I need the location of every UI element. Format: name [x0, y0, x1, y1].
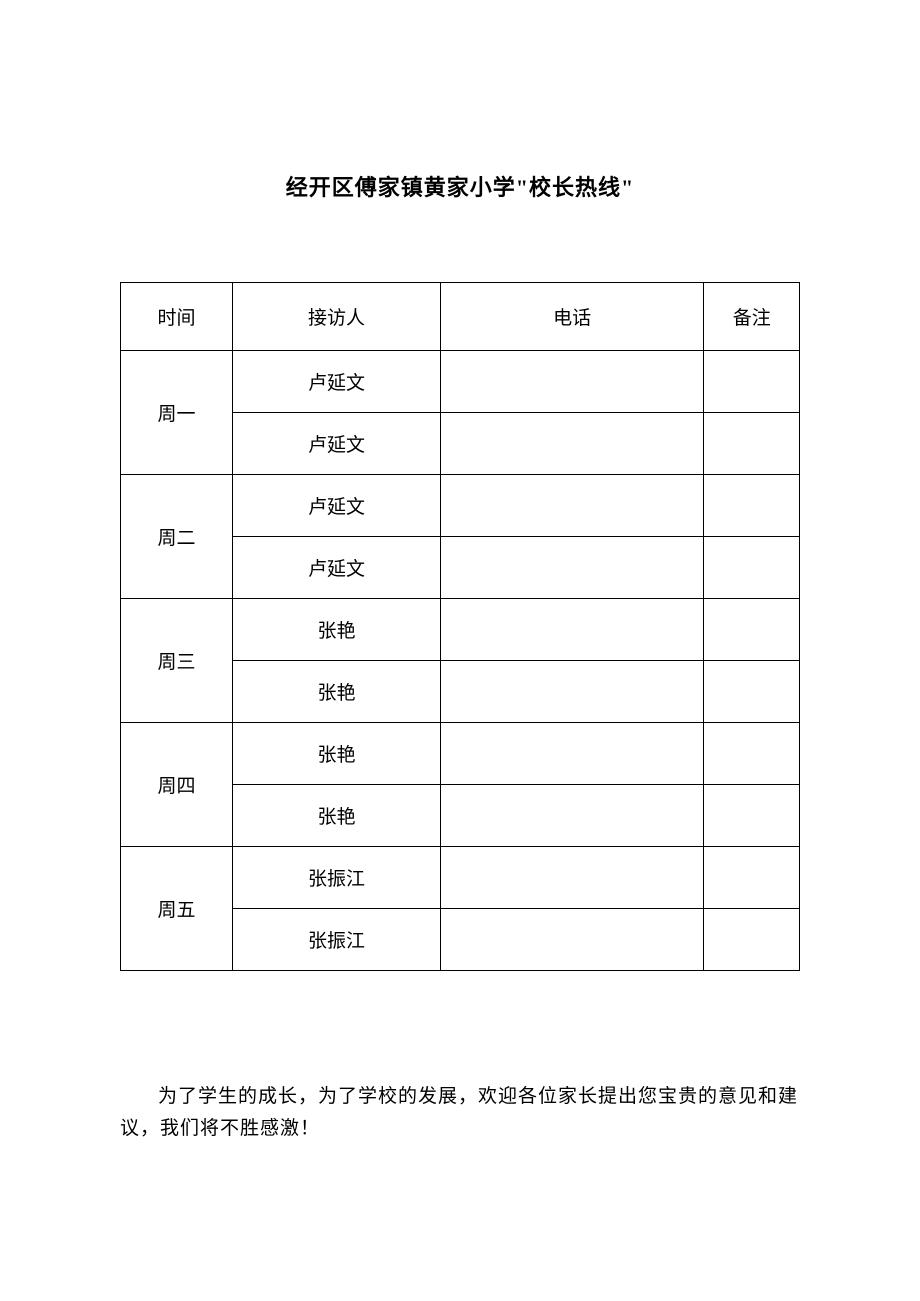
cell-phone	[440, 475, 704, 537]
table-row: 周一 卢延文	[121, 351, 800, 413]
table-row: 周二 卢延文	[121, 475, 800, 537]
cell-note	[704, 847, 800, 909]
cell-name: 卢延文	[233, 413, 441, 475]
cell-day: 周一	[121, 351, 233, 475]
table-header-row: 时间 接访人 电话 备注	[121, 283, 800, 351]
cell-phone	[440, 537, 704, 599]
cell-phone	[440, 351, 704, 413]
cell-name: 张艳	[233, 723, 441, 785]
cell-phone	[440, 599, 704, 661]
cell-note	[704, 723, 800, 785]
cell-day: 周五	[121, 847, 233, 971]
footer-paragraph: 为了学生的成长，为了学校的发展，欢迎各位家长提出您宝贵的意见和建议，我们将不胜感…	[120, 1081, 800, 1146]
cell-day: 周四	[121, 723, 233, 847]
column-header-name: 接访人	[233, 283, 441, 351]
cell-name: 张振江	[233, 909, 441, 971]
column-header-phone: 电话	[440, 283, 704, 351]
cell-note	[704, 599, 800, 661]
cell-note	[704, 537, 800, 599]
table-row: 周三 张艳	[121, 599, 800, 661]
cell-phone	[440, 413, 704, 475]
cell-name: 卢延文	[233, 351, 441, 413]
cell-name: 张艳	[233, 661, 441, 723]
cell-name: 张振江	[233, 847, 441, 909]
page-title: 经开区傅家镇黄家小学"校长热线"	[120, 170, 800, 202]
cell-name: 张艳	[233, 785, 441, 847]
schedule-table: 时间 接访人 电话 备注 周一 卢延文 卢延文 周二 卢延文 卢延文	[120, 282, 800, 971]
cell-name: 卢延文	[233, 537, 441, 599]
cell-name: 卢延文	[233, 475, 441, 537]
cell-phone	[440, 661, 704, 723]
table-row: 周五 张振江	[121, 847, 800, 909]
cell-note	[704, 475, 800, 537]
cell-note	[704, 909, 800, 971]
column-header-time: 时间	[121, 283, 233, 351]
cell-note	[704, 351, 800, 413]
cell-phone	[440, 723, 704, 785]
cell-phone	[440, 785, 704, 847]
cell-day: 周三	[121, 599, 233, 723]
cell-note	[704, 413, 800, 475]
cell-day: 周二	[121, 475, 233, 599]
cell-phone	[440, 909, 704, 971]
cell-note	[704, 661, 800, 723]
cell-phone	[440, 847, 704, 909]
table-row: 周四 张艳	[121, 723, 800, 785]
cell-note	[704, 785, 800, 847]
column-header-note: 备注	[704, 283, 800, 351]
cell-name: 张艳	[233, 599, 441, 661]
